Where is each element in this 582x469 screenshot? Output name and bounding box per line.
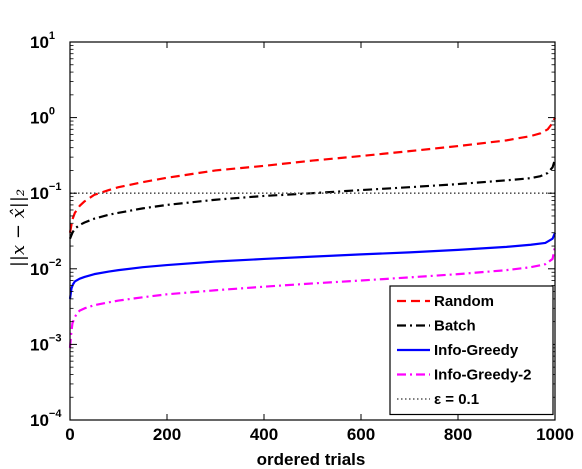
y-tick-label-0: 10−4: [30, 408, 62, 430]
y-tick-label-5: 101: [30, 30, 55, 52]
y-axis-title: ||x − x̂||₂: [8, 189, 29, 267]
x-tick-label-4: 800: [444, 425, 472, 444]
legend-label-1: Batch: [434, 318, 476, 335]
x-tick-label-2: 400: [250, 425, 278, 444]
legend-label-2: Info-Greedy: [434, 342, 519, 359]
y-tick-exponent-3: −1: [49, 181, 62, 193]
y-tick-label-4: 100: [30, 106, 55, 128]
series-line-1: [68, 159, 557, 240]
x-tick-label-0: 0: [65, 425, 74, 444]
legend: Random Batch Info-Greedy Info-Greedy-2 ε = 0…: [389, 285, 554, 416]
y-tick-exponent-0: −4: [49, 408, 62, 420]
legend-label-3: Info-Greedy-2: [434, 367, 532, 384]
legend-label-0: Random: [434, 293, 494, 310]
axes-frame: [69, 41, 556, 421]
x-tick-label-1: 200: [153, 425, 181, 444]
x-tick-label-3: 600: [347, 425, 375, 444]
y-tick-label-2: 10−2: [30, 257, 61, 279]
y-tick-exponent-1: −3: [49, 332, 62, 344]
series-line-3: [68, 245, 557, 348]
y-tick-label-1: 10−3: [30, 332, 61, 354]
series-line-0: [68, 117, 557, 233]
y-tick-label-3: 10−1: [30, 181, 61, 203]
x-axis-title: ordered trials: [257, 450, 366, 469]
series-line-2: [68, 232, 557, 300]
x-tick-label-5: 1000: [536, 425, 574, 444]
y-tick-exponent-4: 0: [49, 106, 55, 118]
y-tick-exponent-2: −2: [49, 257, 62, 269]
series-layer: [68, 117, 557, 348]
y-tick-exponent-5: 1: [49, 30, 55, 42]
legend-label-4: ε = 0.1: [434, 391, 479, 408]
